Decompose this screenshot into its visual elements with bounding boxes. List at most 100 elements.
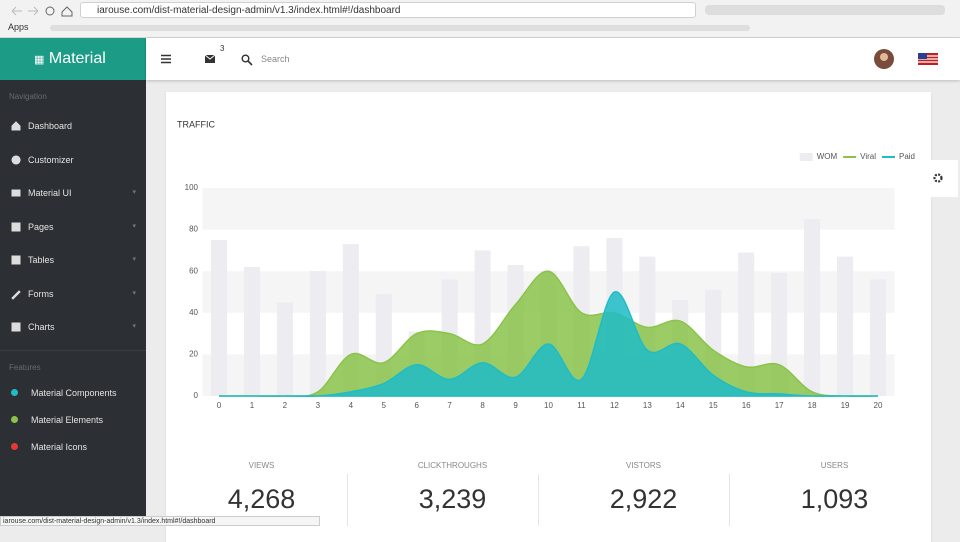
search-input[interactable]: Search [261, 54, 290, 64]
y-tick-label: 100 [185, 183, 199, 192]
nav-item[interactable]: Tables ▾ [0, 245, 146, 275]
stat-label: CLICKTHROUGHS [417, 461, 488, 470]
nav-item[interactable]: Forms ▾ [0, 279, 146, 309]
nav-item[interactable]: Customizer [0, 145, 146, 175]
x-tick-label: 18 [808, 401, 817, 410]
nav-icon [11, 289, 21, 300]
y-tick-label: 60 [189, 266, 198, 275]
feature-label: Material Elements [31, 415, 104, 425]
mail-icon[interactable] [204, 54, 216, 64]
icon-shape [11, 322, 21, 332]
icon-shape [11, 189, 21, 197]
brand-icon: ▦ [34, 54, 45, 66]
caret: ▾ [132, 256, 136, 263]
feature-item[interactable]: Material Elements [0, 405, 146, 435]
bar [309, 271, 326, 396]
url-bar[interactable]: iarouse.com/dist-material-design-admin/v… [80, 2, 696, 18]
grid-band [202, 188, 895, 230]
icon-shape [11, 289, 21, 300]
bookmark[interactable]: Apps [8, 22, 29, 32]
x-tick-label: 10 [544, 401, 553, 410]
brand[interactable]: ▦ Material [0, 38, 146, 80]
nav-icon [11, 322, 21, 332]
x-tick-label: 4 [349, 401, 354, 410]
nav-buttons [11, 6, 73, 17]
x-tick-label: 2 [283, 401, 288, 410]
stat-label: VISTORS [626, 461, 661, 470]
x-tick-label: 7 [447, 401, 452, 410]
browser-chrome: iarouse.com/dist-material-design-admin/v… [0, 0, 960, 38]
stat-label: USERS [820, 461, 849, 470]
area [218, 291, 878, 398]
topbar: 3 Search [146, 38, 960, 80]
stat-value: 1,093 [800, 484, 869, 514]
legend-swatch [799, 153, 813, 161]
y-tick-label: 20 [189, 350, 198, 359]
legend-label: Viral [860, 152, 876, 161]
x-tick-label: 20 [874, 401, 883, 410]
x-tick-label: 6 [414, 401, 419, 410]
bar [837, 256, 854, 396]
status-bar: iarouse.com/dist-material-design-admin/v… [0, 516, 320, 526]
x-tick-label: 1 [250, 401, 255, 410]
features-heading: Features [9, 363, 41, 372]
legend-label: Paid [899, 152, 915, 161]
nav-icon [11, 222, 21, 231]
mail-badge: 3 [220, 44, 225, 53]
icon-shape [11, 255, 21, 265]
y-tick-label: 40 [189, 308, 198, 317]
x-tick-label: 0 [217, 401, 222, 410]
nav-label: Tables [28, 255, 55, 265]
stat-divider [729, 474, 730, 526]
nav-label: Dashboard [28, 121, 73, 131]
stat-label: VIEWS [248, 461, 275, 470]
x-tick-label: 11 [577, 401, 586, 410]
bar [738, 252, 755, 396]
divider [0, 350, 146, 351]
nav-icon [11, 189, 21, 197]
nav-item[interactable]: Charts ▾ [0, 312, 146, 342]
x-tick-label: 16 [742, 401, 751, 410]
menu-icon[interactable] [160, 54, 172, 64]
bar [276, 302, 293, 396]
caret: ▾ [132, 222, 136, 230]
nav-icon [11, 121, 21, 131]
x-tick-label: 14 [676, 401, 685, 410]
user-area [874, 49, 938, 69]
nav-item[interactable]: Dashboard [0, 111, 146, 141]
icon-shape [11, 121, 21, 131]
x-tick-label: 15 [709, 401, 718, 410]
y-tick-label: 80 [189, 225, 198, 234]
feature-item[interactable]: Material Icons [0, 432, 146, 462]
bar [804, 219, 821, 396]
stat-value: 2,922 [609, 484, 678, 514]
stat-divider [347, 474, 348, 526]
x-tick-label: 8 [480, 401, 485, 410]
caret: ▾ [132, 323, 136, 330]
nav-label: Material UI [28, 188, 72, 198]
chart-title: TRAFFIC [177, 119, 215, 129]
feature-item[interactable]: Material Components [0, 378, 146, 408]
bar [211, 240, 227, 396]
feature-label: Material Icons [31, 442, 88, 452]
legend-label: WOM [817, 152, 838, 161]
stat-value: 3,239 [418, 484, 487, 514]
x-tick-label: 3 [316, 401, 321, 410]
x-tick-label: 12 [610, 401, 619, 410]
nav-heading: Navigation [9, 92, 47, 101]
blurred-bookmarks [50, 25, 750, 31]
nav-item[interactable]: Pages ▾ [0, 212, 146, 242]
stat-divider [538, 474, 539, 526]
sidebar: Navigation Features Dashboard Customizer M… [0, 38, 146, 526]
nav-icon [11, 255, 21, 265]
feature-label: Material Components [31, 388, 117, 398]
feature-dot [11, 416, 18, 423]
nav-item[interactable]: Material UI ▾ [0, 178, 146, 208]
extensions [705, 5, 945, 15]
search-icon [241, 54, 253, 66]
settings-tab[interactable] [922, 160, 958, 197]
feature-dot [11, 443, 18, 450]
nav-label: Forms [28, 288, 54, 299]
